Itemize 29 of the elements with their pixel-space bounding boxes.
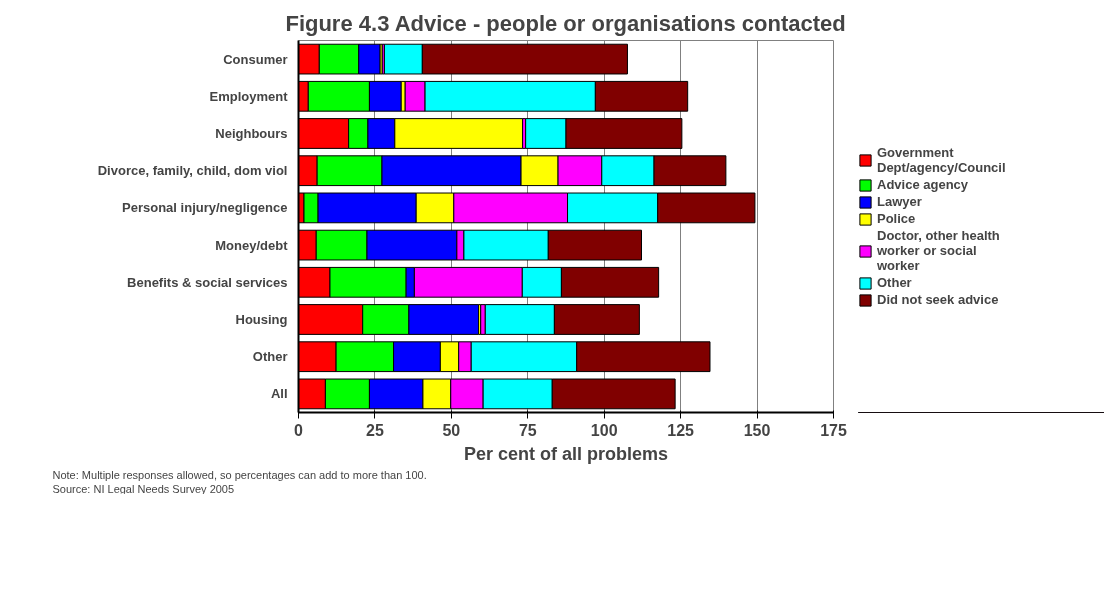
y-tick-label: Money/debt	[215, 237, 289, 253]
y-tick-label: Employment	[209, 88, 289, 104]
legend-label: Advice agency	[877, 177, 969, 192]
legend-label: Other	[877, 275, 912, 290]
legend-label: Doctor, other health worker or social worker	[877, 228, 1000, 273]
x-tick-label: 0	[294, 421, 304, 439]
y-tick-label: Consumer	[223, 51, 288, 67]
x-tick-label: 25	[366, 421, 384, 439]
y-tick-label: Personal injury/negligence	[122, 200, 288, 216]
legend-label: Lawyer	[877, 194, 922, 209]
legend-label: Police	[877, 211, 916, 226]
x-tick-label: 150	[743, 421, 771, 439]
y-tick-label: Other	[252, 349, 288, 365]
x-tick-label: 50	[442, 421, 461, 439]
y-tick-label: All	[270, 386, 288, 402]
x-tick-label: 100	[590, 421, 618, 439]
x-tick-label: 175	[820, 421, 847, 439]
source-note: Source: NI Legal Needs Survey 2005	[52, 482, 235, 495]
legend-label: Government Dept/agency/Council	[877, 145, 1006, 175]
y-tick-label: Housing	[235, 312, 288, 327]
x-tick-label: 75	[518, 421, 537, 439]
chart-title: Figure 4.3 Advice - people or organisations contacted	[285, 10, 846, 36]
y-tick-label: Neighbours	[215, 126, 288, 141]
y-tick-label: Benefits & social services	[127, 274, 288, 290]
x-tick-label: 125	[667, 421, 695, 439]
legend-label: Did not seek advice	[877, 292, 999, 307]
x-axis-title: Per cent of all problems	[463, 443, 669, 464]
y-tick-label: Divorce, family, child, dom viol	[97, 163, 288, 179]
text: Note: Multiple responses allowed, so percentages can add to more than 100.	[52, 468, 427, 481]
